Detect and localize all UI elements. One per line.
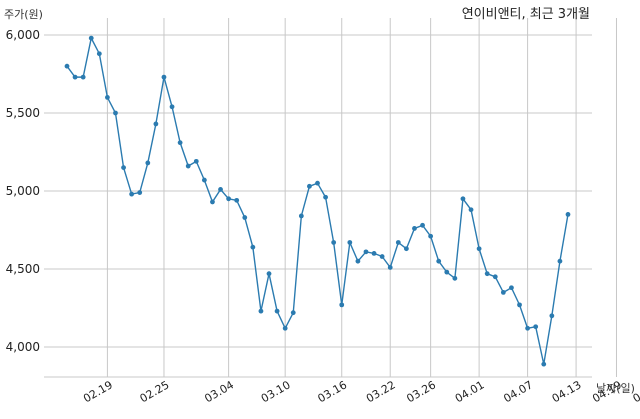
data-point	[105, 95, 110, 100]
data-point	[355, 258, 361, 264]
data-point	[137, 190, 143, 195]
data-point	[161, 74, 167, 80]
y-axis-label: 주가(원)	[4, 8, 43, 21]
data-point	[436, 258, 442, 264]
data-point	[565, 212, 571, 217]
data-point	[153, 121, 159, 127]
data-point	[339, 302, 345, 308]
data-point	[218, 187, 223, 192]
data-point	[201, 177, 207, 183]
y-tick-label: 6,000	[6, 28, 40, 42]
x-tick-label: 02.25	[138, 378, 172, 405]
x-axis-label: 날짜(일)	[596, 381, 635, 395]
x-tick-label: 03.22	[364, 378, 398, 405]
data-point	[290, 310, 296, 316]
data-point	[517, 302, 522, 308]
data-point	[363, 249, 369, 255]
data-point	[484, 271, 490, 277]
y-tick-label: 4,000	[6, 340, 40, 354]
data-point	[64, 63, 70, 69]
data-point	[307, 183, 312, 189]
data-point	[549, 313, 555, 319]
data-point	[525, 325, 530, 331]
data-point	[315, 180, 320, 186]
data-point	[412, 226, 417, 231]
data-points	[64, 35, 571, 367]
x-tick-label: 04.13	[550, 378, 584, 405]
data-point	[557, 258, 563, 264]
data-point	[282, 325, 288, 331]
data-point	[331, 240, 337, 245]
grid-lines	[44, 18, 617, 378]
x-tick-label: 03.04	[202, 378, 236, 405]
data-point	[468, 207, 474, 213]
x-axis-ticks: 02.19 02.25 03.04 03.10 03.16 03.22 03.26 04.01…	[81, 378, 640, 405]
data-point	[444, 269, 450, 275]
data-point	[80, 74, 86, 80]
x-tick-label: 02.19	[81, 378, 115, 405]
data-point	[500, 290, 506, 295]
data-point	[509, 285, 514, 291]
data-point	[541, 361, 547, 367]
data-point	[177, 140, 183, 146]
data-point	[403, 246, 409, 252]
data-point	[428, 233, 434, 239]
y-tick-label: 4,500	[6, 262, 40, 276]
series-line	[66, 36, 569, 365]
x-tick-label: 03.26	[404, 378, 438, 405]
data-point	[323, 194, 328, 200]
data-point	[452, 275, 458, 281]
data-point	[226, 196, 232, 202]
data-point	[460, 196, 466, 202]
data-point	[145, 160, 151, 166]
data-point	[274, 308, 280, 314]
data-point	[96, 51, 102, 57]
data-point	[210, 199, 215, 205]
data-point	[129, 191, 135, 197]
data-point	[371, 251, 377, 256]
data-point	[420, 222, 425, 228]
data-point	[121, 165, 126, 171]
data-point	[258, 308, 264, 314]
x-tick-label: 03.16	[315, 378, 349, 405]
data-point	[72, 74, 78, 80]
x-tick-label: 04.07	[501, 378, 535, 405]
data-point	[492, 274, 498, 280]
data-point	[347, 240, 353, 245]
data-point	[266, 271, 272, 277]
y-tick-label: 5,500	[6, 106, 40, 120]
data-point	[234, 197, 240, 203]
data-point	[250, 244, 256, 250]
data-point	[379, 254, 385, 259]
data-point	[533, 324, 539, 330]
data-point	[298, 213, 304, 219]
data-point	[395, 240, 401, 245]
data-point	[88, 35, 94, 41]
y-tick-label: 5,000	[6, 184, 40, 198]
x-tick-label: 04.23	[631, 378, 640, 405]
data-point	[113, 110, 118, 116]
data-point	[476, 246, 482, 252]
chart-title: 연이비앤티, 최근 3개월	[462, 7, 590, 22]
data-point	[242, 215, 248, 220]
data-point	[169, 104, 175, 110]
y-axis-ticks: 4,000 4,500 5,000 5,500 6,000	[6, 28, 40, 354]
x-tick-label: 03.10	[259, 378, 293, 405]
x-tick-label: 04.01	[453, 378, 487, 405]
data-point	[193, 158, 199, 164]
data-point	[185, 163, 191, 169]
data-point	[387, 265, 393, 270]
